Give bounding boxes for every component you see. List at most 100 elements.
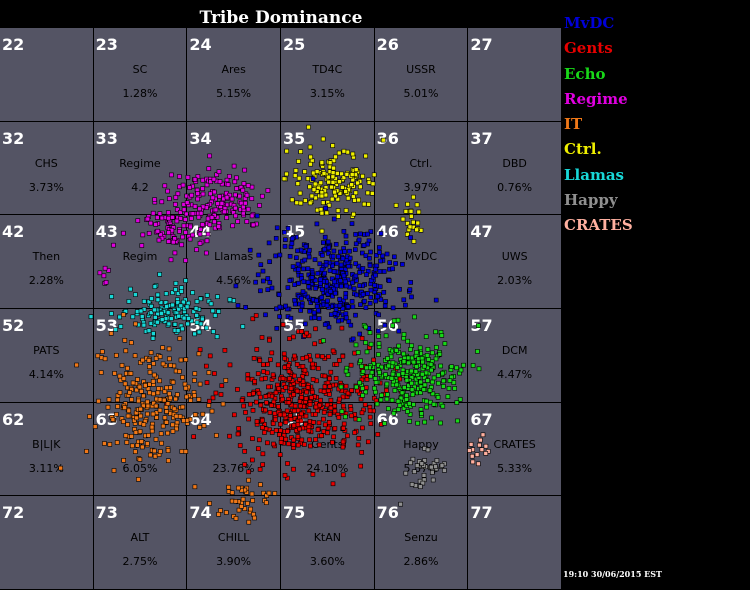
sector-cell[interactable]: 36 Ctrl. 3.97%	[374, 121, 469, 216]
village-dot	[165, 448, 171, 454]
village-dot	[327, 268, 333, 273]
sector-cell[interactable]: 33 Regime 4.2	[93, 121, 188, 216]
sector-cell[interactable]: 62 B|L|K 3.11%	[0, 402, 94, 497]
village-dot	[156, 386, 161, 391]
village-dot	[339, 325, 345, 331]
village-dot	[424, 398, 429, 404]
sector-cell[interactable]: 74 CHILL 3.90%	[187, 496, 281, 590]
village-dot	[328, 289, 333, 294]
village-dot	[235, 219, 240, 224]
sector-cell[interactable]: 57 DCM 4.47%	[468, 309, 562, 403]
village-dot	[147, 369, 153, 375]
village-dot	[380, 137, 386, 143]
sector-cell[interactable]: 73 ALT 2.75%	[93, 496, 188, 590]
village-dot	[478, 437, 483, 443]
legend-item: IT	[564, 115, 583, 134]
village-dot	[102, 441, 107, 446]
sector-cell[interactable]: 52 PATS 4.14%	[0, 309, 94, 403]
dominance-map[interactable]: 22 23 SC 1.28% 24 Ares 5.15% 25 TD4C 3.15% 26 USSR 5…	[0, 28, 562, 590]
village-dot	[358, 302, 363, 307]
village-dot	[166, 458, 171, 464]
village-dot	[386, 363, 392, 369]
village-dot	[196, 351, 202, 357]
village-dot	[299, 437, 305, 443]
village-dot	[370, 181, 376, 187]
village-dot	[357, 380, 362, 386]
sector-percent: 4.2	[131, 180, 149, 194]
village-dot	[258, 394, 263, 400]
village-dot	[147, 364, 152, 369]
sector-cell[interactable]: 75 KtAN 3.60%	[281, 496, 375, 590]
village-dot	[333, 375, 339, 381]
sector-cell[interactable]: 22	[0, 28, 94, 122]
village-dot	[405, 409, 410, 414]
village-dot	[183, 258, 188, 263]
village-dot	[166, 321, 172, 327]
village-dot	[433, 356, 439, 362]
village-dot	[409, 214, 414, 219]
village-dot	[154, 415, 159, 420]
village-dot	[446, 385, 452, 391]
village-dot	[246, 469, 251, 475]
village-dot	[375, 328, 381, 334]
village-dot	[273, 427, 279, 433]
village-dot	[264, 370, 270, 376]
sector-cell[interactable]: 77	[468, 496, 562, 590]
village-dot	[307, 437, 312, 443]
village-dot	[174, 426, 179, 432]
village-dot	[406, 360, 411, 366]
village-dot	[269, 350, 275, 356]
sector-cell[interactable]: 32 CHS 3.73%	[0, 121, 94, 216]
sector-cell[interactable]: 25 TD4C 3.15%	[281, 28, 375, 122]
sector-cell[interactable]: 47 UWS 2.03%	[468, 215, 562, 309]
village-dot	[384, 381, 390, 387]
village-dot	[225, 182, 231, 187]
sector-cell[interactable]: 37 DBD 0.76%	[468, 121, 562, 216]
village-dot	[113, 327, 118, 332]
sector-cell[interactable]: 26 USSR 5.01%	[374, 28, 469, 122]
sector-cell[interactable]: 27	[468, 28, 562, 122]
village-dot	[190, 211, 196, 216]
village-dot	[149, 424, 155, 430]
legend-item: Ctrl.	[564, 140, 602, 159]
village-dot	[200, 177, 206, 183]
village-dot	[269, 430, 275, 435]
sector-cell[interactable]: 24 Ares 5.15%	[187, 28, 281, 122]
sector-percent: 5.33%	[497, 461, 533, 475]
village-dot	[135, 309, 140, 314]
village-dot	[205, 231, 211, 237]
village-dot	[326, 179, 332, 185]
village-dot	[300, 374, 305, 379]
village-dot	[410, 392, 416, 398]
village-dot	[295, 422, 301, 427]
village-dot	[306, 254, 312, 260]
village-dot	[232, 412, 237, 418]
sector-cell[interactable]: 72	[0, 496, 94, 590]
village-dot	[310, 377, 316, 382]
village-dot	[192, 393, 197, 399]
village-dot	[442, 468, 447, 473]
village-dot	[272, 411, 278, 416]
sector-cell[interactable]: 76 Senzu 2.86%	[374, 496, 469, 590]
village-dot	[352, 247, 358, 252]
sector-cell[interactable]: 23 SC 1.28%	[93, 28, 188, 122]
village-dot	[365, 190, 371, 196]
village-dot	[381, 269, 387, 274]
village-dot	[343, 294, 349, 300]
sector-cell[interactable]: 67 CRATES 5.33%	[468, 402, 562, 497]
sector-cell[interactable]: 46 MvDC	[374, 215, 469, 309]
village-dot	[275, 404, 281, 410]
village-dot	[421, 472, 427, 478]
village-dot	[373, 380, 379, 385]
sector-percent: 4.56%	[216, 274, 252, 288]
village-dot	[398, 395, 404, 401]
village-dot	[470, 363, 476, 368]
village-dot	[319, 210, 325, 216]
village-dot	[145, 386, 151, 391]
village-dot	[125, 422, 130, 427]
sector-cell[interactable]: 42 Then 2.28%	[0, 215, 94, 309]
village-dot	[315, 427, 321, 433]
village-dot	[406, 401, 412, 406]
village-dot	[347, 248, 352, 254]
village-dot	[200, 191, 206, 197]
